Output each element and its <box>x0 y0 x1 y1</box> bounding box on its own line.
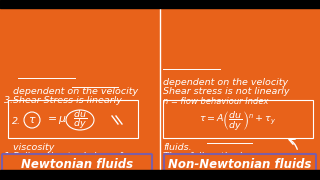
Text: 3.Shear Stress is linearly: 3.Shear Stress is linearly <box>4 96 122 105</box>
Bar <box>0 170 320 180</box>
Bar <box>0 0 320 8</box>
Text: dependent on the velocity: dependent on the velocity <box>163 78 288 87</box>
Text: $\tau$: $\tau$ <box>28 115 36 125</box>
Text: power-law: power-law <box>207 152 255 161</box>
Bar <box>163 100 313 138</box>
Bar <box>8 100 138 138</box>
Text: 2.: 2. <box>12 118 21 127</box>
Text: n = flow behaviour Index: n = flow behaviour Index <box>163 97 268 106</box>
Text: $= \mu$: $= \mu$ <box>45 114 67 126</box>
Text: viscosity: viscosity <box>4 143 54 152</box>
Text: Non-Newtonian fluids: Non-Newtonian fluids <box>168 158 312 170</box>
Text: fluids.: fluids. <box>163 143 192 152</box>
Text: Newtonian fluids: Newtonian fluids <box>21 158 133 170</box>
Text: 1.Follow Newton’s law of: 1.Follow Newton’s law of <box>4 152 122 161</box>
FancyBboxPatch shape <box>2 154 152 174</box>
Text: Shear stress is not linearly: Shear stress is not linearly <box>163 87 290 96</box>
Text: $\tau = A\left(\dfrac{du}{dy}\right)^{n} + \tau_{y}$: $\tau = A\left(\dfrac{du}{dy}\right)^{n}… <box>199 109 276 132</box>
FancyBboxPatch shape <box>164 154 316 174</box>
Text: They follow the: They follow the <box>163 152 239 161</box>
Text: dependent on the velocity: dependent on the velocity <box>4 87 138 96</box>
Text: $\dfrac{du}{dy}$: $\dfrac{du}{dy}$ <box>73 109 87 131</box>
